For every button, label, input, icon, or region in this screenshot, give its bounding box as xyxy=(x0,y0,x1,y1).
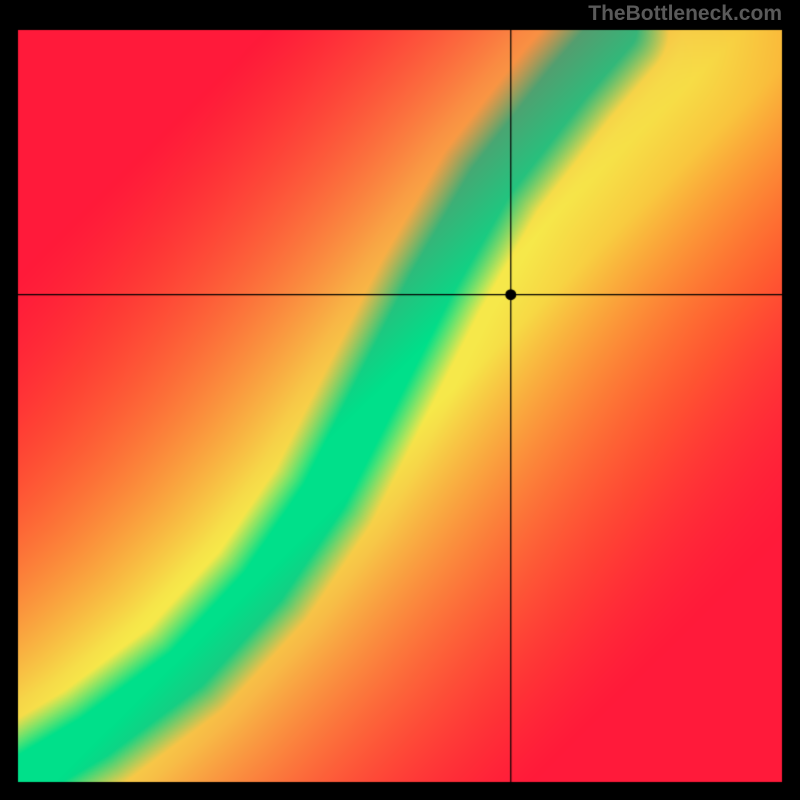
heatmap-canvas xyxy=(0,0,800,800)
watermark-text: TheBottleneck.com xyxy=(588,2,782,26)
chart-container: TheBottleneck.com xyxy=(0,0,800,800)
